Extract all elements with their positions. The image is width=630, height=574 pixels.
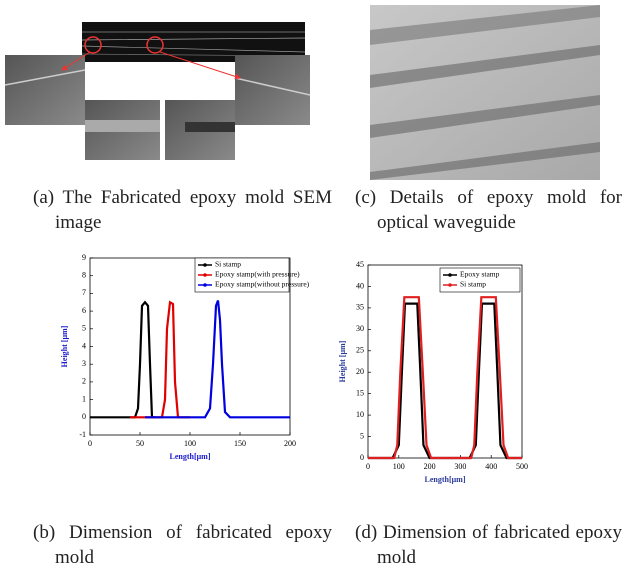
- y-tick-label: 9: [82, 253, 86, 262]
- x-tick-label: 100: [393, 462, 405, 471]
- caption: (d) Dimension of fabricated epoxy mold: [355, 522, 622, 568]
- sem-image-c: [370, 5, 600, 180]
- y-tick-label: 30: [356, 324, 364, 333]
- y-tick-label: 1: [82, 394, 86, 403]
- x-tick-label: 400: [485, 462, 497, 471]
- x-tick-label: 0: [366, 462, 370, 471]
- x-tick-label: 200: [424, 462, 436, 471]
- caption: (c) Details of epoxy mold for optical wa…: [355, 187, 622, 233]
- y-tick-label: 5: [82, 324, 86, 333]
- sem-image-a: [4, 22, 311, 160]
- x-tick-label: 50: [136, 439, 144, 448]
- legend-marker: [448, 283, 452, 287]
- y-tick-label: 4: [82, 341, 86, 350]
- y-tick-label: 6: [82, 306, 86, 315]
- x-tick-label: 100: [184, 439, 196, 448]
- legend-label: Si stamp: [460, 280, 486, 289]
- data-line: [145, 300, 290, 419]
- x-tick-label: 300: [454, 462, 466, 471]
- x-tick-label: 200: [284, 439, 296, 448]
- y-tick-label: 35: [356, 303, 364, 312]
- caption: (a) The Fabricated epoxy mold SEM image: [33, 187, 332, 233]
- y-tick-label: 5: [360, 431, 364, 440]
- x-tick-label: 500: [516, 462, 528, 471]
- data-line: [130, 300, 190, 419]
- data-line: [368, 302, 522, 460]
- y-tick-label: 10: [356, 410, 364, 419]
- legend-label: Si stamp: [215, 260, 241, 269]
- y-tick-label: 40: [356, 281, 364, 290]
- legend-marker: [203, 283, 207, 287]
- data-line: [90, 300, 155, 419]
- y-tick-label: 8: [82, 271, 86, 280]
- y-tick-label: 20: [356, 367, 364, 376]
- y-axis-label: Height [μm]: [60, 325, 69, 367]
- legend-label: Epoxy stamp: [460, 270, 500, 279]
- y-tick-label: 0: [360, 453, 364, 462]
- legend-label: Epoxy stamp(with pressure): [215, 270, 300, 279]
- x-axis-label: Length[μm]: [170, 452, 211, 461]
- y-tick-label: 25: [356, 346, 364, 355]
- y-tick-label: 2: [82, 377, 86, 386]
- x-axis-label: Length[μm]: [425, 475, 466, 484]
- data-line: [368, 296, 522, 460]
- legend-marker: [448, 273, 452, 277]
- caption: (b) Dimension of fabricated epoxy mold: [33, 522, 332, 568]
- legend-label: Epoxy stamp(without pressure): [215, 280, 310, 289]
- y-tick-label: 45: [356, 260, 364, 269]
- y-tick-label: 0: [82, 412, 86, 421]
- y-tick-label: -1: [79, 430, 86, 439]
- legend-marker: [203, 263, 207, 267]
- y-tick-label: 7: [82, 288, 86, 297]
- legend-marker: [203, 273, 207, 277]
- x-tick-label: 0: [88, 439, 92, 448]
- y-tick-label: 3: [82, 359, 86, 368]
- y-axis-label: Height [μm]: [338, 340, 347, 382]
- y-tick-label: 15: [356, 388, 364, 397]
- legend-box: [439, 267, 521, 293]
- x-tick-label: 150: [234, 439, 246, 448]
